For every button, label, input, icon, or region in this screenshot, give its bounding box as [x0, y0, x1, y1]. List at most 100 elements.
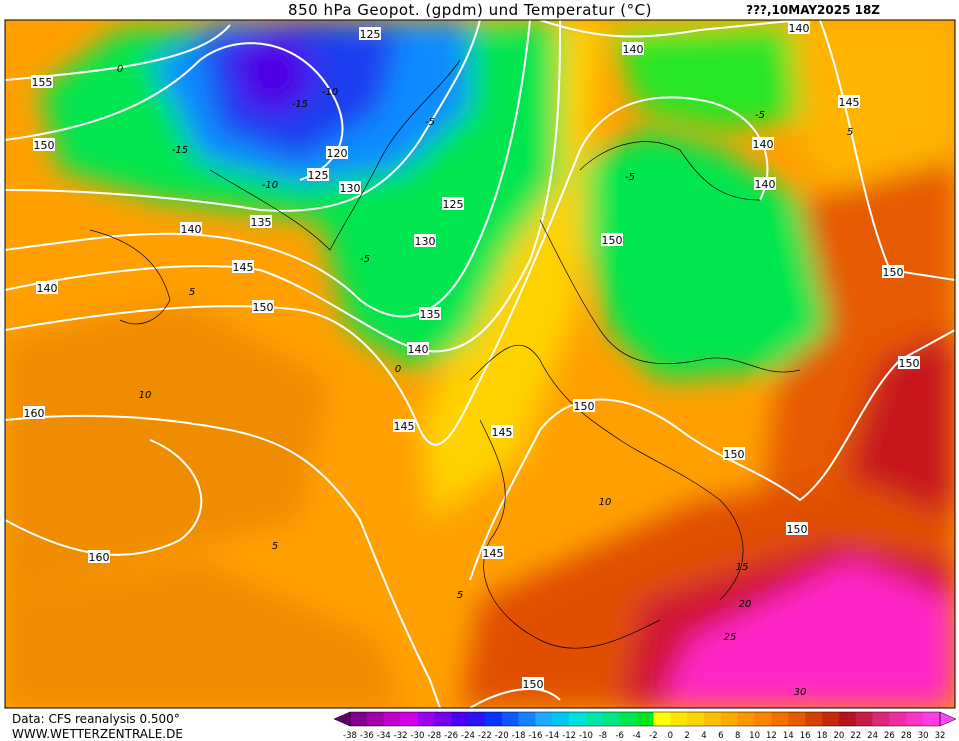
colorbar-swatch: [704, 712, 722, 726]
colorbar-label: -16: [528, 731, 542, 741]
colorbar-swatch: [872, 712, 890, 726]
geopotential-label: 160: [89, 551, 110, 564]
map-field: [5, 20, 955, 708]
temperature-label: 5: [847, 127, 853, 138]
colorbar-label: 24: [867, 731, 878, 741]
colorbar-label: 20: [833, 731, 844, 741]
colorbar-label: -36: [360, 731, 374, 741]
coastlines: [89, 59, 801, 649]
geopotential-label: 140: [755, 178, 776, 191]
colorbar-label: 18: [817, 731, 828, 741]
temperature-label: 5: [189, 287, 195, 298]
label-background: [307, 168, 329, 181]
colorbar-label: -2: [649, 731, 657, 741]
colorbar-label: 0: [668, 731, 673, 741]
colorbar-label: -30: [410, 731, 424, 741]
colorbar-swatch: [451, 712, 469, 726]
colorbar-swatch: [636, 712, 654, 726]
colorbar-label: 6: [718, 731, 723, 741]
colorbar-swatch: [400, 712, 418, 726]
geopotential-label: 145: [394, 420, 415, 433]
label-background: [250, 215, 272, 228]
label-background: [88, 550, 110, 563]
label-background: [232, 260, 254, 273]
geopotential-label: 160: [24, 407, 45, 420]
colorbar: -38 -36 -34 -32 -30 -28 -26 -24 -22 -20 -18 -16 -14-…: [333, 711, 957, 741]
geopotential-label: 125: [360, 28, 381, 41]
colorbar-label: 32: [935, 731, 946, 741]
geopotential-label: 125: [443, 198, 464, 211]
geopotential-label: 150: [883, 266, 904, 279]
colorbar-swatch: [838, 712, 857, 726]
colorbar-label: -32: [394, 731, 408, 741]
colorbar-arrow-right: [939, 711, 957, 727]
colorbar-swatch: [552, 712, 570, 726]
colorbar-swatch: [889, 712, 907, 726]
geopotential-label: 150: [34, 139, 55, 152]
label-background: [23, 406, 45, 419]
colorbar-label: 12: [766, 731, 777, 741]
label-background: [326, 146, 348, 159]
colorbar-swatch: [855, 712, 873, 726]
geopotential-label: 120: [327, 147, 348, 160]
colorbar-swatch: [366, 712, 385, 726]
label-background: [359, 27, 381, 40]
geopotential-label: 150: [899, 357, 920, 370]
colorbar-label: -14: [545, 731, 559, 741]
data-source: Data: CFS reanalysis 0.500°: [12, 712, 180, 726]
geopotential-label: 125: [308, 169, 329, 182]
geopotential-label: 150: [523, 678, 544, 691]
temperature-label: -5: [425, 117, 435, 128]
colorbar-swatch: [350, 712, 368, 726]
geopotential-label: 150: [253, 301, 274, 314]
colorbar-label: 28: [901, 731, 912, 741]
temperature-label: 5: [457, 590, 463, 601]
geopotential-label: 130: [415, 235, 436, 248]
colorbar-swatch: [518, 712, 536, 726]
label-background: [407, 342, 429, 355]
colorbar-label: 10: [749, 731, 760, 741]
colorbar-label: 14: [783, 731, 794, 741]
colorbar-swatch: [501, 712, 519, 726]
geopotential-label: 150: [574, 400, 595, 413]
geopotential-label: 140: [37, 282, 58, 295]
temperature-label: 20: [739, 599, 752, 610]
colorbar-label: 2: [684, 731, 689, 741]
geopotential-label: 155: [32, 76, 53, 89]
colorbar-label: -24: [461, 731, 475, 741]
label-background: [414, 234, 436, 247]
temperature-label: 0: [395, 364, 401, 375]
colorbar-swatch: [720, 712, 739, 726]
label-background: [522, 677, 544, 690]
colorbar-label: -6: [615, 731, 623, 741]
website: WWW.WETTERZENTRALE.DE: [12, 727, 183, 741]
label-background: [180, 222, 202, 235]
colorbar-swatch: [484, 712, 503, 726]
colorbar-label: -10: [579, 731, 593, 741]
geopotential-label: 130: [340, 182, 361, 195]
label-background: [393, 419, 415, 432]
label-background: [754, 177, 776, 190]
colorbar-swatch: [535, 712, 553, 726]
temperature-label: -5: [360, 254, 370, 265]
geopotential-label: 140: [408, 343, 429, 356]
contour-labels: 125 155 150 120 125 130 125 135 140 130 145 140 150 1…: [23, 21, 920, 698]
label-background: [31, 75, 53, 88]
temperature-label: 10: [599, 497, 612, 508]
colorbar-swatch: [771, 712, 789, 726]
geopotential-label: 150: [724, 448, 745, 461]
colorbar-swatch: [653, 712, 671, 726]
colorbar-swatch: [805, 712, 823, 726]
label-background: [442, 197, 464, 210]
colorbar-label: -18: [512, 731, 526, 741]
colorbar-swatch: [586, 712, 604, 726]
label-background: [252, 300, 274, 313]
colorbar-frame: [349, 711, 941, 727]
colorbar-label: -26: [444, 731, 458, 741]
label-background: [36, 281, 58, 294]
colorbar-label: -8: [599, 731, 607, 741]
colorbar-swatch: [923, 712, 941, 726]
geopotential-label: 135: [251, 216, 272, 229]
valid-time: ???,10MAY2025 18Z: [746, 3, 880, 17]
